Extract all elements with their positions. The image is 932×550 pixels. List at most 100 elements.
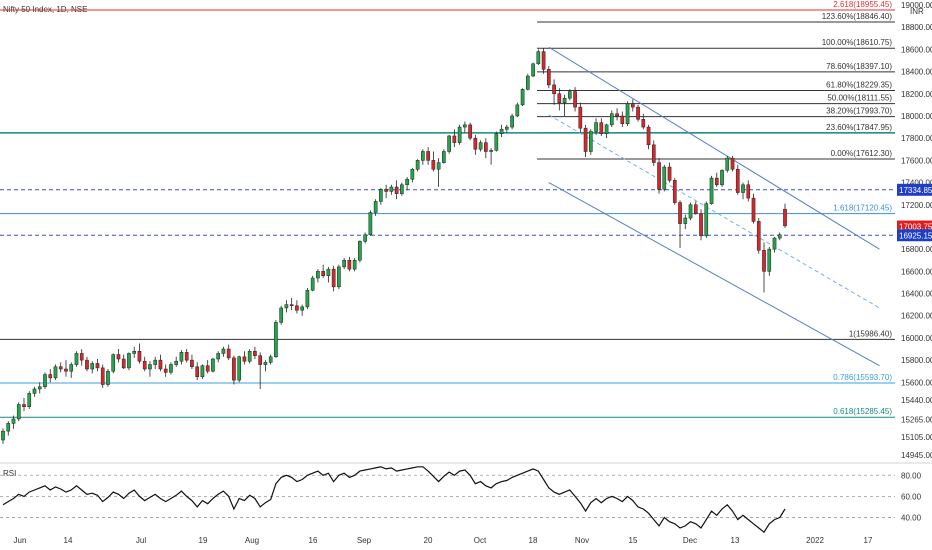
candle-body (709, 177, 714, 204)
x-tick-label: Oct (474, 536, 487, 545)
x-tick-label: Aug (245, 536, 259, 545)
candlesticks (1, 48, 787, 444)
candle-body (363, 234, 367, 242)
candle-body (730, 157, 735, 170)
candle-body (478, 142, 483, 150)
candle-body (573, 91, 577, 108)
candle-body (111, 354, 116, 372)
candle-body (725, 157, 730, 171)
candle-body (90, 363, 95, 370)
candle-body (158, 359, 163, 370)
candle-body (274, 322, 278, 358)
candle-body (43, 374, 47, 388)
fib-extension-label: 0.786(15593.70) (833, 373, 892, 382)
y-tick-label: 16800.00 (901, 245, 932, 254)
candle-body (767, 248, 772, 272)
candle-body (263, 362, 268, 365)
candle-body (16, 404, 21, 420)
candle-body (148, 364, 152, 370)
y-tick-label: 15105.00 (901, 433, 932, 442)
y-tick-label: 17400.00 (901, 179, 932, 188)
candle-body (22, 404, 26, 407)
time-axis: Jun 14 Jul 19 Aug 16 Sep 20 Oct 18 Nov 15 Dec 13 2022 1… (14, 536, 873, 545)
candle-body (195, 366, 200, 378)
candle-body (48, 374, 53, 379)
candle-body (347, 259, 352, 270)
candle-body (772, 237, 777, 250)
channel-line (548, 182, 880, 367)
candle-body (526, 75, 530, 90)
candle-body (625, 103, 630, 124)
x-tick-label: Jun (14, 536, 27, 545)
candle-body (352, 259, 357, 270)
candle-body (100, 367, 105, 385)
candle-body (557, 93, 562, 103)
candle-body (415, 160, 420, 170)
rsi-label: RSI (3, 469, 16, 478)
candle-body (431, 160, 436, 170)
candle-body (683, 217, 688, 224)
candle-body (394, 186, 399, 194)
candle-body (662, 166, 667, 190)
y-tick-label: 17200.00 (901, 201, 932, 210)
candle-body (258, 355, 262, 365)
candle-body (184, 352, 189, 361)
candle-body (368, 212, 373, 235)
y-tick-label: 18600.00 (901, 45, 932, 54)
y-tick-label: 18800.00 (901, 23, 932, 32)
candle-body (174, 360, 179, 365)
y-tick-label: 15440.00 (901, 396, 932, 405)
rsi-pane: 80.00 60.00 40.00 (0, 466, 922, 534)
candle-body (232, 357, 236, 381)
candle-body (452, 135, 457, 143)
candle-body (226, 348, 231, 359)
candle-body (615, 113, 619, 117)
candle-body (85, 359, 89, 370)
candle-body (79, 353, 84, 361)
candle-body (358, 241, 362, 261)
candle-body (53, 366, 58, 379)
y-tick-label: 15600.00 (901, 378, 932, 387)
x-tick-label: Sep (357, 536, 372, 545)
candle-body (74, 353, 79, 365)
candle-body (746, 184, 751, 199)
candle-body (505, 126, 509, 130)
x-tick-label: Nov (575, 536, 589, 545)
candle-body (205, 365, 210, 372)
candle-body (463, 124, 467, 128)
candle-body (552, 84, 556, 95)
price-badge-label: 17334.85 (899, 186, 932, 195)
candle-body (457, 126, 462, 143)
candle-body (326, 268, 331, 277)
candle-body (436, 162, 441, 170)
currency-label: INR (910, 7, 924, 16)
fib-extension-label: 0.618(15285.45) (833, 407, 892, 416)
x-tick-label: 15 (629, 536, 638, 545)
candle-body (27, 393, 32, 407)
candle-body (756, 221, 761, 251)
candle-body (153, 359, 158, 365)
candle-body (651, 144, 656, 163)
candle-body (37, 386, 42, 390)
candle-body (421, 151, 425, 161)
candle-body (751, 197, 756, 222)
candle-body (777, 234, 782, 239)
y-tick-label: 15800.00 (901, 356, 932, 365)
candle-body (221, 348, 226, 354)
candle-body (672, 180, 677, 203)
candle-body (636, 106, 640, 120)
candle-body (735, 168, 740, 193)
fib-retracement-label: 38.20%(17993.70) (826, 107, 892, 116)
candle-body (688, 204, 693, 219)
candle-body (541, 51, 546, 70)
candle-body (547, 69, 551, 86)
candle-body (741, 184, 745, 193)
fib-retracement-label: 0.00%(17612.30) (831, 149, 893, 158)
candle-body (337, 266, 341, 288)
y-tick-label: 17800.00 (901, 134, 932, 143)
candle-body (11, 418, 16, 424)
candle-body (179, 352, 184, 362)
candle-body (442, 151, 446, 163)
candle-body (237, 356, 241, 381)
y-tick-label: 18000.00 (901, 112, 932, 121)
